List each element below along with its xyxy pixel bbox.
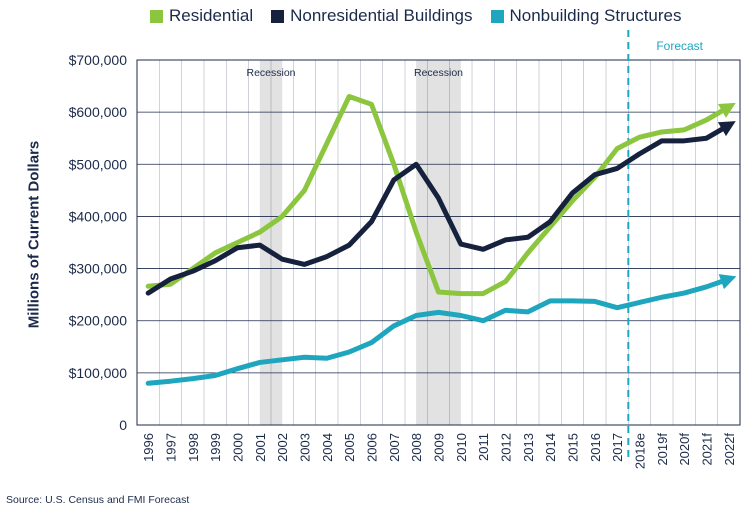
x-tick-label: 2006 xyxy=(365,433,380,462)
recession-label: Recession xyxy=(246,67,295,79)
x-tick-label: 2015 xyxy=(566,433,581,462)
series-line-nonresidential xyxy=(145,121,736,296)
x-tick-label: 2019f xyxy=(655,433,670,466)
x-tick-label: 2013 xyxy=(521,433,536,462)
legend-item-nonresidential: Nonresidential Buildings xyxy=(271,6,473,26)
y-tick-label: $600,000 xyxy=(69,104,128,120)
series-line-residential xyxy=(145,94,736,297)
series-line-nonbuilding xyxy=(145,274,737,386)
x-tick-label: 2005 xyxy=(342,433,357,462)
recession-band xyxy=(259,60,283,425)
legend-item-nonbuilding: Nonbuilding Structures xyxy=(490,6,682,26)
y-tick-label: $100,000 xyxy=(69,365,128,381)
legend-label-residential: Residential xyxy=(169,6,254,25)
legend-label-nonbuilding: Nonbuilding Structures xyxy=(509,6,682,25)
x-tick-label: 2008 xyxy=(409,433,424,462)
y-tick-label: $200,000 xyxy=(69,313,128,329)
x-tick-label: 1998 xyxy=(186,433,201,462)
x-tick-label: 2009 xyxy=(432,433,447,462)
x-tick-label: 1999 xyxy=(208,433,223,462)
recession-label: Recession xyxy=(414,67,463,79)
x-tick-label: 1997 xyxy=(164,433,179,462)
x-tick-label: 2017 xyxy=(610,433,625,462)
forecast-label: Forecast xyxy=(656,39,703,53)
plot-border xyxy=(136,59,741,426)
x-tick-label: 2007 xyxy=(387,433,402,462)
x-tick-label: 2021f xyxy=(700,433,715,466)
y-tick-label: $300,000 xyxy=(69,261,128,277)
legend-item-residential: Residential xyxy=(150,6,253,26)
x-tick-label: 2020f xyxy=(677,433,692,466)
x-tick-label: 2014 xyxy=(543,433,558,462)
legend-label-nonresidential: Nonresidential Buildings xyxy=(290,6,473,25)
y-tick-label: 0 xyxy=(119,417,127,433)
x-tick-label: 2001 xyxy=(253,433,268,462)
x-tick-label: 2000 xyxy=(231,433,246,462)
legend-swatch-nonresidential xyxy=(271,9,285,23)
legend: Residential Nonresidential Buildings Non… xyxy=(150,6,681,26)
source-note: Source: U.S. Census and FMI Forecast xyxy=(6,494,190,506)
x-tick-label: 2010 xyxy=(454,433,469,462)
recession-band xyxy=(416,60,461,425)
x-tick-label: 2011 xyxy=(476,433,491,461)
x-tick-label: 1996 xyxy=(141,433,156,462)
x-tick-label: 2022f xyxy=(722,433,737,466)
x-tick-label: 2018e xyxy=(633,433,648,469)
legend-swatch-nonbuilding xyxy=(490,9,504,23)
x-tick-label: 2012 xyxy=(499,433,514,462)
legend-swatch-residential xyxy=(150,9,163,23)
y-tick-label: $500,000 xyxy=(69,156,128,172)
y-tick-label: $400,000 xyxy=(69,208,128,224)
y-axis-label: Millions of Current Dollars xyxy=(25,140,43,329)
x-tick-label: 2016 xyxy=(588,433,603,462)
x-tick-label: 2003 xyxy=(298,433,313,462)
x-tick-label: 2002 xyxy=(275,433,290,462)
x-tick-label: 2004 xyxy=(320,433,335,462)
y-tick-label: $700,000 xyxy=(69,52,128,68)
